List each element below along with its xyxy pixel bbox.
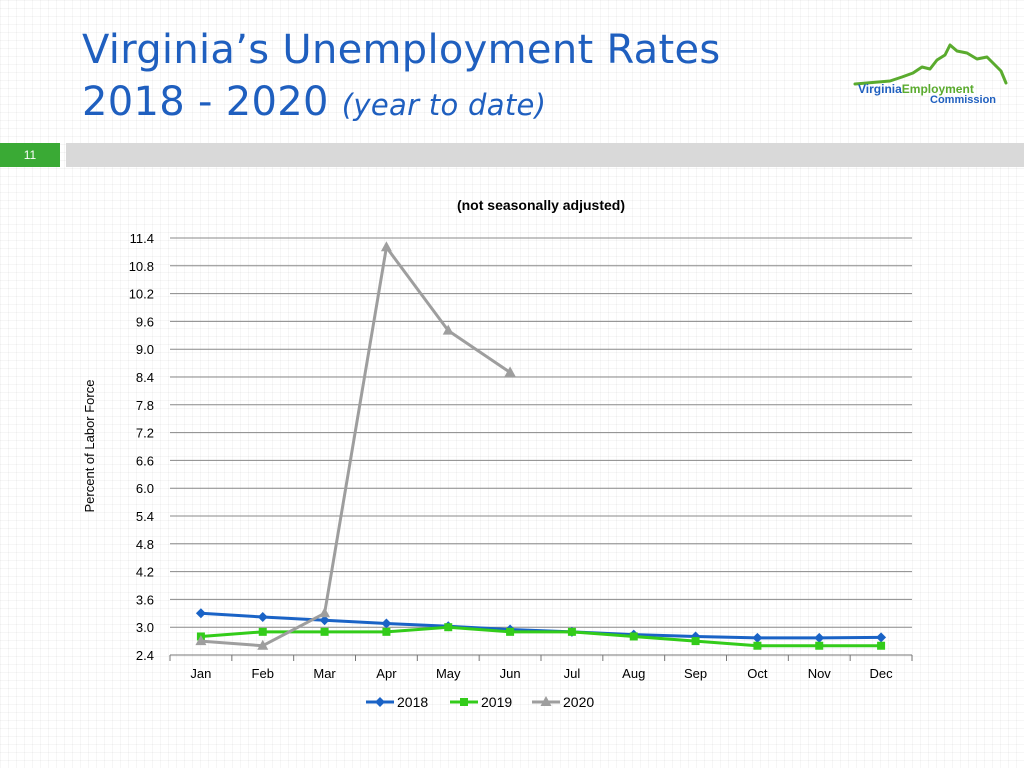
logo-state-outline bbox=[853, 43, 1008, 86]
data-point-2020-apr bbox=[380, 241, 392, 252]
data-point-2018-oct bbox=[752, 632, 763, 643]
data-point-2018-mar bbox=[319, 615, 330, 626]
y-tick-label-10.8: 10.8 bbox=[129, 259, 154, 274]
slide-title-years: 2018 - 2020 bbox=[82, 79, 329, 125]
y-tick-label-5.4: 5.4 bbox=[136, 509, 154, 524]
data-point-2020-feb bbox=[257, 639, 269, 650]
y-tick-label-7.8: 7.8 bbox=[136, 398, 154, 413]
legend-item-2019: 2019 bbox=[450, 694, 512, 710]
chart-title: (not seasonally adjusted) bbox=[457, 197, 625, 213]
x-tick-label-jun: Jun bbox=[500, 666, 521, 681]
x-tick-label-sep: Sep bbox=[684, 666, 707, 681]
x-tick-label-jan: Jan bbox=[190, 666, 211, 681]
data-point-2018-nov bbox=[814, 632, 825, 643]
x-tick-label-feb: Feb bbox=[252, 666, 274, 681]
data-point-2020-may bbox=[442, 324, 454, 335]
legend-item-2020: 2020 bbox=[532, 694, 594, 710]
slide-title-line-1: Virginia’s Unemployment Rates bbox=[82, 27, 721, 73]
y-tick-label-6.6: 6.6 bbox=[136, 453, 154, 468]
x-tick-label-aug: Aug bbox=[622, 666, 645, 681]
data-point-2019-feb bbox=[258, 627, 267, 636]
data-point-2018-apr bbox=[381, 618, 392, 629]
y-tick-label-9.6: 9.6 bbox=[136, 314, 154, 329]
series-line-2020 bbox=[200, 245, 511, 648]
series-2020 bbox=[195, 241, 516, 650]
data-point-2018-feb bbox=[257, 612, 268, 623]
axes: 2.4 3.0 3.6 4.2 4.8 5.4 6.0 6.6 7.2 7.8 8.4 9.0 9.6 1… bbox=[129, 231, 913, 681]
data-point-2019-sep bbox=[691, 637, 700, 646]
logo-wordmark: VirginiaEmployment bbox=[858, 82, 974, 96]
legend-label-2019: 2019 bbox=[481, 694, 512, 710]
data-point-2019-dec bbox=[877, 641, 886, 650]
slide-title: Virginia’s Unemployment Rates 2018 - 202… bbox=[82, 24, 721, 131]
x-tick-label-apr: Apr bbox=[376, 666, 397, 681]
logo-word-commission: Commission bbox=[930, 94, 997, 106]
legend-label-2018: 2018 bbox=[397, 694, 428, 710]
x-tick-label-dec: Dec bbox=[870, 666, 894, 681]
virginia-state-outline-logo bbox=[853, 43, 1008, 86]
y-tick-label-3.0: 3.0 bbox=[136, 620, 154, 635]
y-tick-label-2.4: 2.4 bbox=[136, 648, 154, 663]
x-tick-label-mar: Mar bbox=[313, 666, 336, 681]
data-point-2019-jun bbox=[506, 627, 515, 636]
y-tick-label-7.2: 7.2 bbox=[136, 426, 154, 441]
data-point-2019-aug bbox=[629, 632, 638, 641]
legend-label-2020: 2020 bbox=[563, 694, 594, 710]
y-tick-label-3.6: 3.6 bbox=[136, 592, 154, 607]
y-tick-label-4.8: 4.8 bbox=[136, 537, 154, 552]
x-tick-label-may: May bbox=[436, 666, 461, 681]
data-point-2020-jun bbox=[504, 366, 516, 377]
data-point-2020-jan bbox=[195, 635, 207, 646]
legend: 2018 2019 2020 bbox=[366, 694, 594, 710]
data-series bbox=[195, 241, 887, 650]
legend-marker-2019 bbox=[460, 698, 468, 706]
y-axis-label: Percent of Labor Force bbox=[82, 380, 97, 513]
series-line-2019 bbox=[200, 625, 882, 648]
logo-word-virginia: Virginia bbox=[858, 82, 902, 96]
data-point-2020-mar bbox=[319, 607, 331, 618]
legend-marker-2020 bbox=[540, 696, 552, 706]
y-tick-label-11.4: 11.4 bbox=[130, 231, 154, 246]
logo-word-employment: Employment bbox=[901, 82, 974, 96]
slide-title-subtitle: (year to date) bbox=[341, 88, 547, 122]
y-tick-label-8.4: 8.4 bbox=[136, 370, 154, 385]
data-point-2019-jul bbox=[567, 627, 576, 636]
gridlines bbox=[170, 237, 912, 628]
data-point-2019-may bbox=[444, 623, 453, 632]
y-tick-label-10.2: 10.2 bbox=[129, 287, 154, 302]
x-tick-label-oct: Oct bbox=[747, 666, 768, 681]
x-tick-label-nov: Nov bbox=[808, 666, 832, 681]
data-point-2018-dec bbox=[876, 632, 887, 643]
title-divider-bar bbox=[66, 143, 1024, 167]
y-tick-label-6.0: 6.0 bbox=[136, 481, 154, 496]
data-point-2018-jan bbox=[195, 608, 206, 619]
data-point-2019-apr bbox=[382, 627, 391, 636]
slide-title-line-2: 2018 - 2020 (year to date) bbox=[82, 76, 721, 131]
slide-number-badge: 11 bbox=[0, 143, 60, 167]
legend-item-2018: 2018 bbox=[366, 694, 428, 710]
y-tick-label-4.2: 4.2 bbox=[136, 565, 154, 580]
legend-marker-2018 bbox=[375, 697, 385, 707]
data-point-2019-mar bbox=[320, 627, 329, 636]
x-tick-label-jul: Jul bbox=[564, 666, 581, 681]
data-point-2019-nov bbox=[815, 641, 824, 650]
y-tick-label-9.0: 9.0 bbox=[136, 342, 154, 357]
data-point-2019-oct bbox=[753, 641, 762, 650]
